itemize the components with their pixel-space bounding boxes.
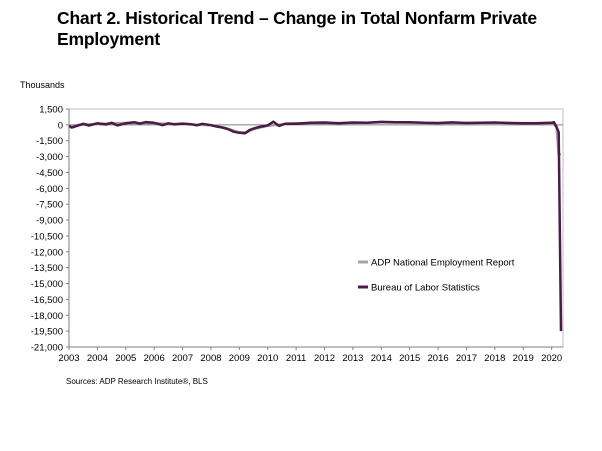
y-tick-label: -10,500 <box>31 231 63 242</box>
x-tick-label: 2017 <box>456 353 477 364</box>
x-tick-label: 2015 <box>399 353 420 364</box>
x-tick-label: 2013 <box>342 353 363 364</box>
x-tick-label: 2007 <box>172 353 193 364</box>
x-tick-label: 2009 <box>229 353 250 364</box>
x-tick-label: 2014 <box>371 353 392 364</box>
x-tick-label: 2003 <box>58 353 79 364</box>
y-tick-label: 0 <box>58 120 63 131</box>
series-group <box>68 120 563 332</box>
x-tick-label: 2011 <box>286 353 306 364</box>
plot-area-frame <box>68 108 564 348</box>
y-tick-label: -9,000 <box>36 216 63 227</box>
x-tick-label: 2012 <box>314 353 335 364</box>
y-tick-label: -21,000 <box>31 343 63 354</box>
y-tick-label: -6,000 <box>36 184 63 195</box>
x-tick-label: 2006 <box>144 353 165 364</box>
x-tick-label: 2010 <box>257 353 278 364</box>
chart-title: Chart 2. Historical Trend – Change in To… <box>57 8 537 49</box>
x-tick-label: 2008 <box>200 353 221 364</box>
source-note: Sources: ADP Research Institute®, BLS <box>66 377 208 386</box>
legend-label-bls: Bureau of Labor Statistics <box>371 283 480 294</box>
y-axis-ticks: 1,500 0 -1,500 -3,000 -4,500 -6,000 -7,500 -9,0… <box>31 105 69 354</box>
y-tick-label: -12,000 <box>31 247 63 258</box>
series-line-adp <box>68 121 562 156</box>
y-tick-label: -19,500 <box>31 327 63 338</box>
y-axis-unit-label: Thousands <box>20 80 65 90</box>
y-tick-label: -3,000 <box>36 152 63 163</box>
y-tick-label: 1,500 <box>39 105 63 116</box>
x-axis-ticks: 2003 2004 2005 2006 2007 2008 2009 2010 2011 2012… <box>58 347 562 364</box>
y-tick-label: -7,500 <box>36 200 63 211</box>
y-tick-label: -4,500 <box>36 168 63 179</box>
y-tick-label: -13,500 <box>31 263 63 274</box>
x-tick-label: 2019 <box>513 353 534 364</box>
legend: ADP National Employment Report Bureau of… <box>358 258 515 294</box>
y-tick-label: -15,000 <box>31 279 63 290</box>
y-tick-label: -16,500 <box>31 295 63 306</box>
y-tick-label: -18,000 <box>31 311 63 322</box>
x-tick-label: 2004 <box>87 353 108 364</box>
series-line-bls <box>68 120 563 332</box>
x-tick-label: 2018 <box>484 353 505 364</box>
y-tick-label: -1,500 <box>36 136 63 147</box>
x-tick-label: 2016 <box>428 353 449 364</box>
legend-label-adp: ADP National Employment Report <box>371 258 515 269</box>
x-tick-label: 2005 <box>115 353 136 364</box>
x-tick-label: 2020 <box>541 353 562 364</box>
